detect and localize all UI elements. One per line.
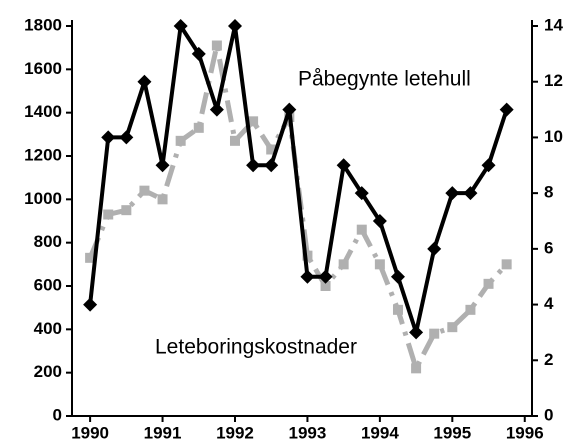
- y-tick-label: 1000: [24, 189, 62, 208]
- marker: [103, 209, 114, 220]
- marker: [465, 304, 476, 315]
- marker: [300, 269, 315, 284]
- y-tick-label: 200: [34, 362, 62, 381]
- marker: [211, 40, 222, 51]
- marker: [336, 158, 351, 173]
- marker: [427, 241, 442, 256]
- marker: [320, 281, 331, 291]
- marker: [229, 135, 240, 146]
- marker: [390, 269, 405, 284]
- marker: [173, 19, 188, 33]
- marker: [318, 269, 333, 284]
- marker: [121, 205, 132, 216]
- marker: [338, 259, 349, 270]
- marker: [119, 130, 134, 145]
- y-tick-label: 1800: [24, 15, 62, 34]
- marker: [157, 194, 168, 205]
- marker: [411, 363, 422, 374]
- x-tick-label: 1993: [289, 423, 327, 442]
- marker: [499, 102, 514, 117]
- marker: [83, 297, 98, 312]
- marker: [85, 252, 96, 263]
- marker: [191, 46, 206, 61]
- x-tick-label: 1995: [433, 423, 471, 442]
- marker: [409, 325, 424, 340]
- marker: [372, 214, 387, 228]
- marker: [137, 74, 152, 89]
- marker: [392, 304, 403, 315]
- y-tick-label: 800: [34, 232, 62, 251]
- marker: [447, 322, 458, 333]
- marker: [483, 278, 494, 289]
- marker: [501, 259, 512, 270]
- series-line: [88, 24, 509, 335]
- x-tick-label: 1991: [144, 423, 182, 442]
- marker: [282, 102, 297, 117]
- y-tick-label: 1400: [24, 102, 62, 121]
- marker: [139, 185, 150, 196]
- y2-tick-label: 14: [544, 15, 563, 34]
- y-tick-label: 0: [53, 405, 62, 424]
- marker: [354, 186, 369, 201]
- marker: [227, 19, 242, 33]
- y2-tick-label: 2: [544, 350, 553, 369]
- marker: [481, 158, 496, 173]
- y2-tick-label: 8: [544, 183, 553, 202]
- y-tick-label: 400: [34, 319, 62, 338]
- y2-tick-label: 6: [544, 238, 553, 257]
- marker: [264, 158, 279, 173]
- x-tick-label: 1990: [71, 423, 109, 442]
- y-tick-label: 600: [34, 275, 62, 294]
- marker: [209, 102, 224, 117]
- series-label: Påbegynte letehull: [298, 68, 471, 91]
- marker: [445, 186, 460, 201]
- marker: [175, 135, 186, 146]
- y2-tick-label: 10: [544, 127, 563, 146]
- marker: [246, 158, 261, 173]
- y2-tick-label: 12: [544, 71, 563, 90]
- marker: [248, 116, 259, 127]
- y2-tick-label: 0: [544, 405, 553, 424]
- x-tick-label: 1992: [216, 423, 254, 442]
- x-tick-label: 1996: [506, 423, 544, 442]
- marker: [266, 144, 277, 155]
- marker: [302, 250, 313, 261]
- marker: [101, 130, 116, 145]
- marker: [463, 186, 478, 201]
- marker: [356, 224, 367, 235]
- x-tick-label: 1994: [361, 423, 399, 442]
- marker: [193, 122, 204, 133]
- marker: [155, 158, 170, 173]
- marker: [429, 328, 440, 339]
- y-tick-label: 1200: [24, 145, 62, 164]
- y-tick-label: 1600: [24, 59, 62, 78]
- series-label: Leteboringskostnader: [155, 336, 357, 359]
- y2-tick-label: 4: [544, 294, 554, 313]
- marker: [374, 259, 385, 270]
